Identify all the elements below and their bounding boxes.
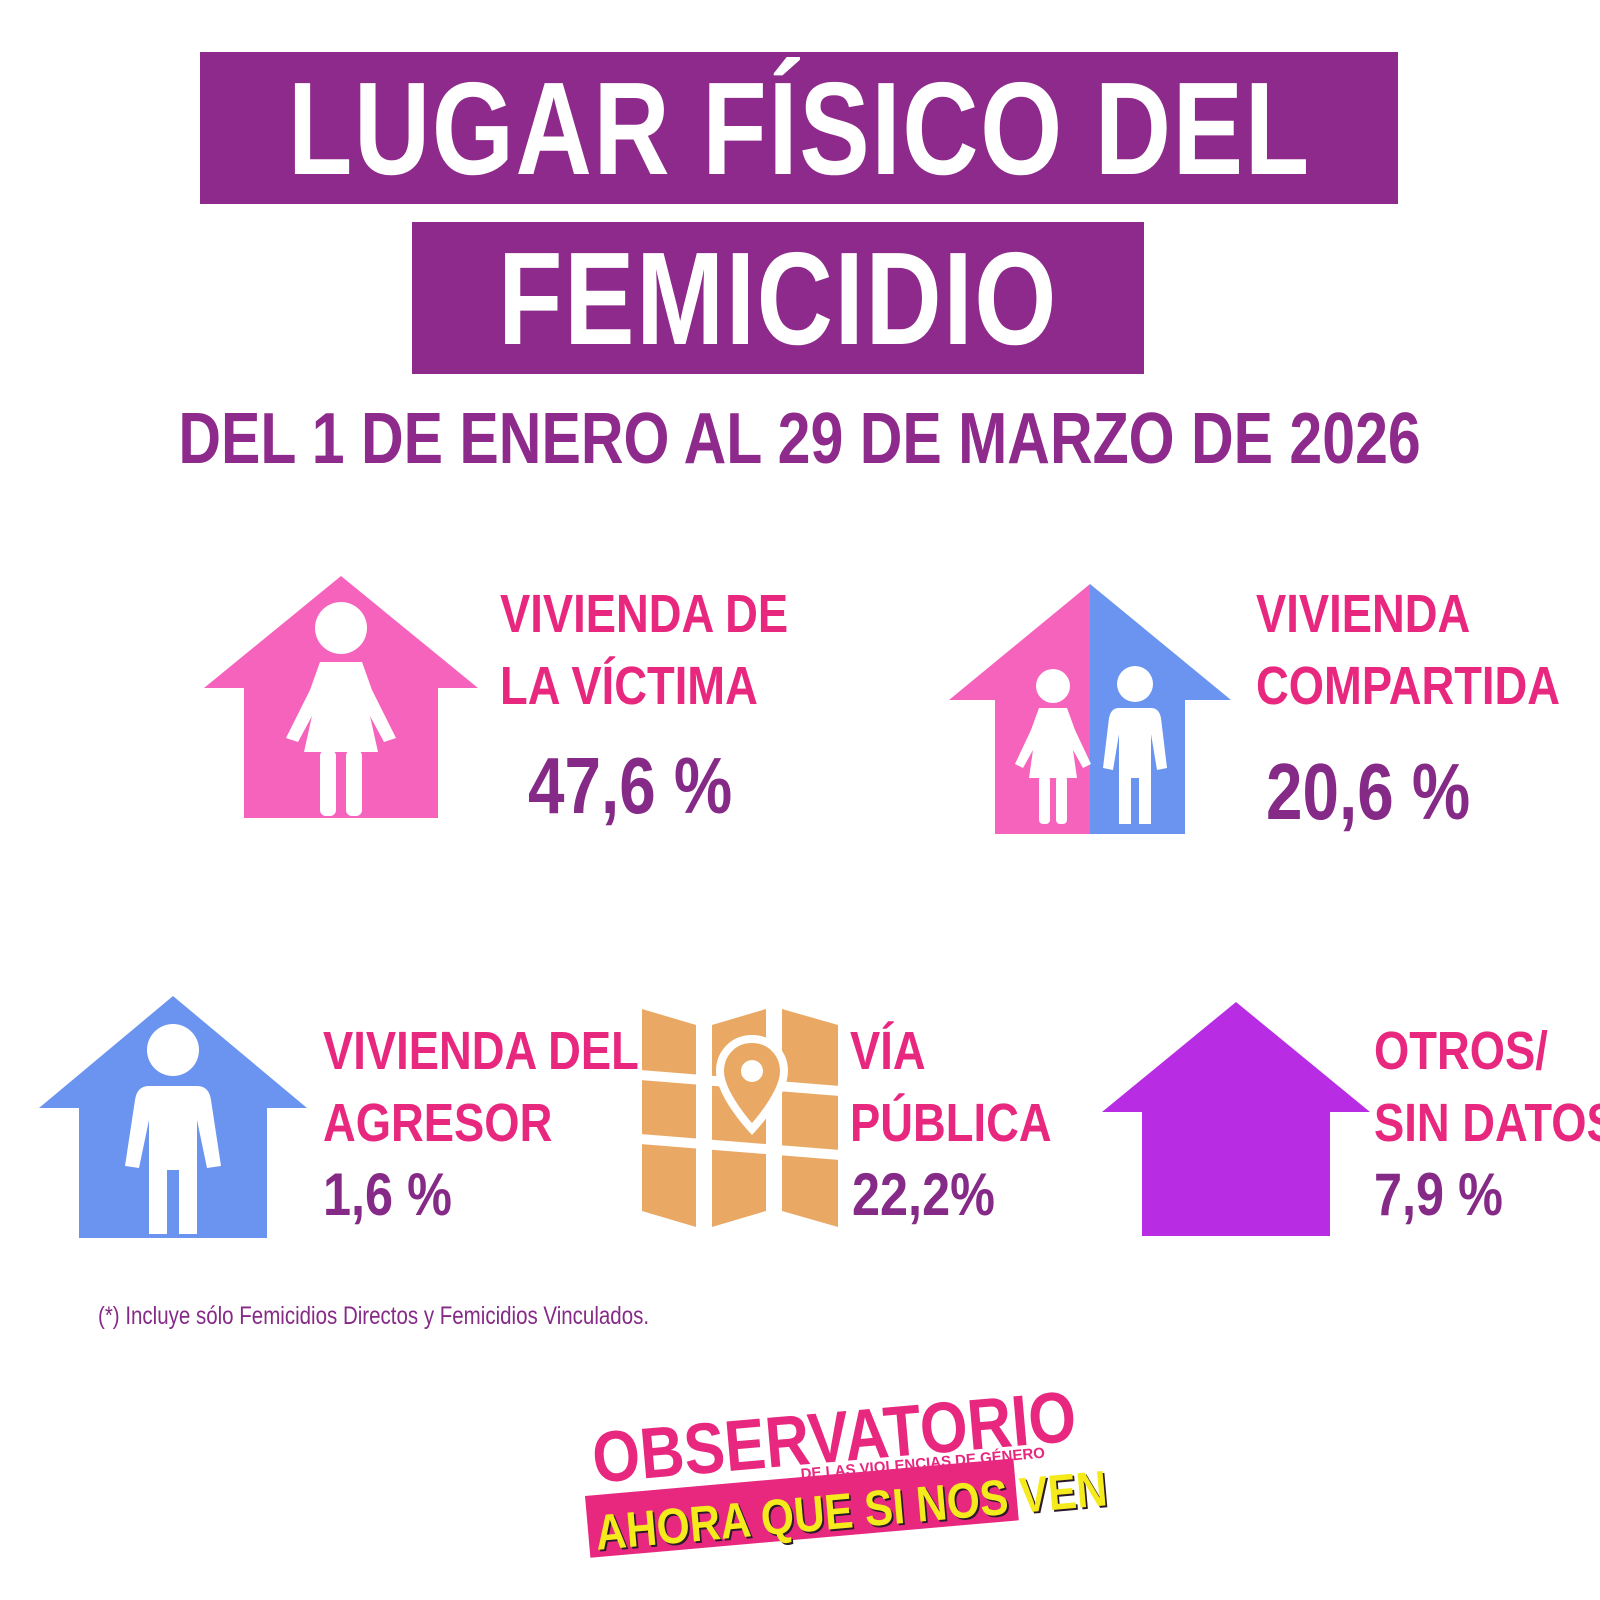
label-vivienda-agresor-line-2: AGRESOR — [323, 1093, 553, 1153]
title-line-1: LUGAR FÍSICO DEL — [200, 52, 1398, 204]
house-woman-icon — [204, 576, 478, 818]
label-vivienda-agresor: VIVIENDA DEL AGRESOR — [323, 1015, 699, 1159]
value-vivienda-compartida: 20,6 % — [1266, 747, 1471, 836]
house-icon — [1102, 1002, 1370, 1236]
label-vivienda-compartida-line-2: COMPARTIDA — [1256, 656, 1561, 716]
label-vivienda-victima-line-1: VIVIENDA DE — [500, 584, 789, 644]
house-couple-icon — [949, 584, 1231, 834]
value-vivienda-agresor: 1,6 % — [323, 1161, 452, 1228]
label-via-publica-line-1: VÍA — [850, 1021, 926, 1081]
label-otros-sin-datos: OTROS/ SIN DATOS — [1374, 1015, 1600, 1159]
label-via-publica: VÍA PÚBLICA — [850, 1015, 1090, 1159]
footnote: (*) Incluye sólo Femicidios Directos y F… — [98, 1302, 770, 1331]
footnote-text: (*) Incluye sólo Femicidios Directos y F… — [98, 1302, 650, 1330]
title-line-2-text: FEMICIDIO — [497, 224, 1058, 372]
date-range-subtitle: DEL 1 DE ENERO AL 29 DE MARZO DE 2026 — [0, 398, 1600, 480]
label-vivienda-compartida: VIVIENDA COMPARTIDA — [1256, 578, 1600, 722]
label-vivienda-agresor-line-1: VIVIENDA DEL — [323, 1021, 639, 1081]
title-line-1-text: LUGAR FÍSICO DEL — [287, 54, 1311, 202]
map-pin-icon — [640, 1009, 840, 1227]
label-vivienda-victima: VIVIENDA DE LA VÍCTIMA — [500, 578, 843, 722]
label-otros-sin-datos-line-2: SIN DATOS — [1374, 1093, 1600, 1153]
label-via-publica-line-2: PÚBLICA — [850, 1093, 1052, 1153]
house-man-icon — [39, 996, 307, 1238]
title-line-2: FEMICIDIO — [412, 222, 1144, 374]
value-otros-sin-datos: 7,9 % — [1374, 1161, 1503, 1228]
label-vivienda-victima-line-2: LA VÍCTIMA — [500, 656, 758, 716]
observatorio-logo: OBSERVATORIO DE LAS VIOLENCIAS DE GÉNERO… — [585, 1377, 1109, 1575]
date-range-text: DEL 1 DE ENERO AL 29 DE MARZO DE 2026 — [178, 399, 1422, 479]
value-vivienda-victima: 47,6 % — [528, 741, 733, 830]
label-vivienda-compartida-line-1: VIVIENDA — [1256, 584, 1471, 644]
value-via-publica: 22,2% — [852, 1161, 995, 1228]
label-otros-sin-datos-line-1: OTROS/ — [1374, 1021, 1548, 1081]
